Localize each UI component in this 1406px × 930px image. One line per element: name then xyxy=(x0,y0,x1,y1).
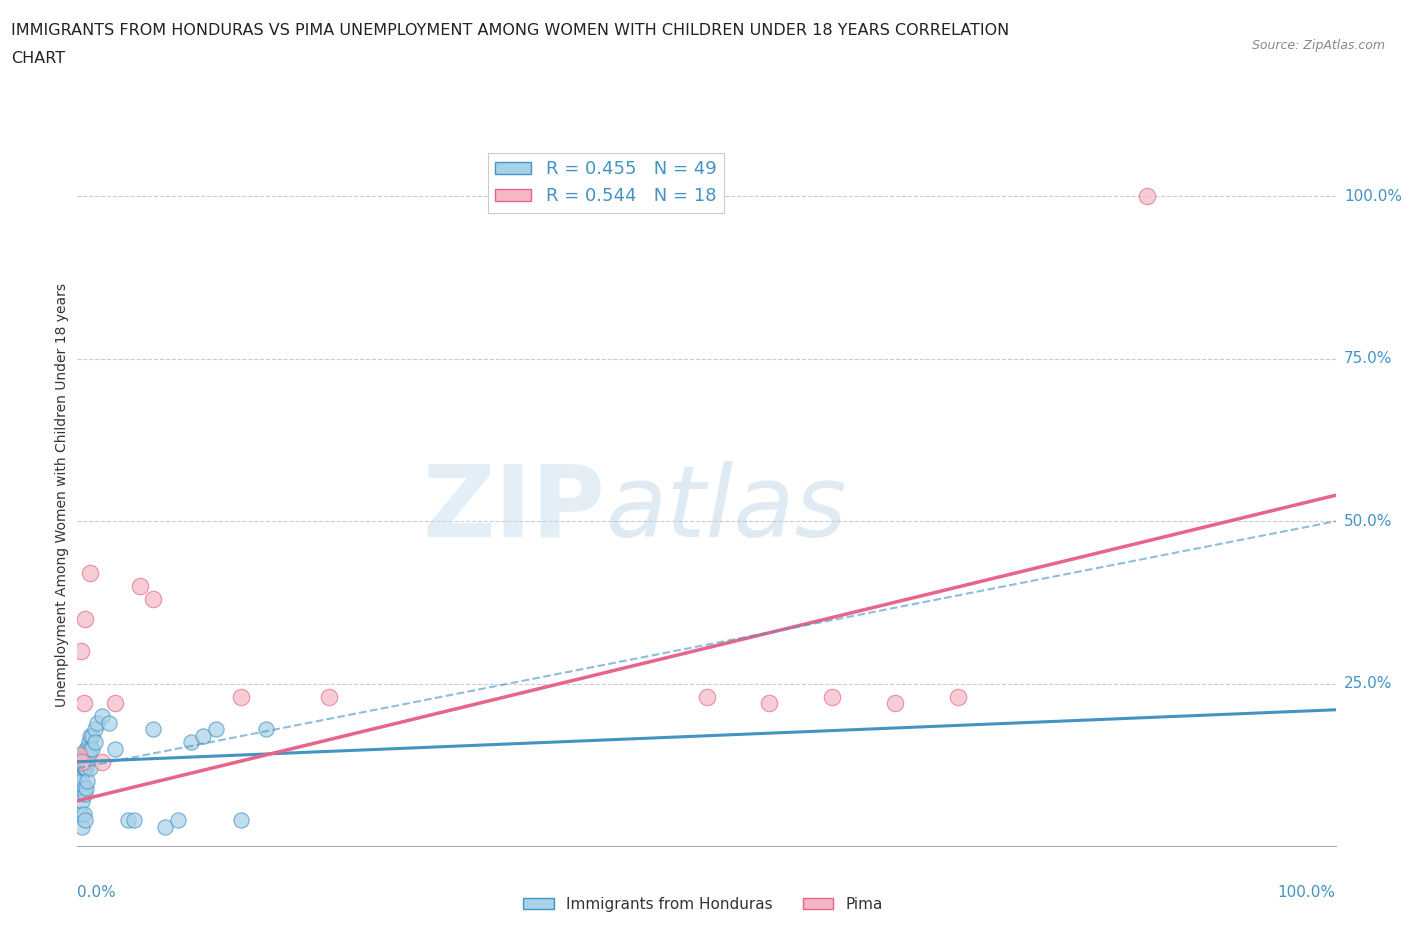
Point xyxy=(122,813,145,828)
Point xyxy=(129,578,152,593)
Point xyxy=(948,689,970,704)
Point xyxy=(67,754,90,769)
Point xyxy=(70,787,93,802)
Point xyxy=(76,754,98,769)
Point xyxy=(884,696,907,711)
Point xyxy=(84,722,107,737)
Text: CHART: CHART xyxy=(11,51,65,66)
Point xyxy=(77,748,100,763)
Point xyxy=(318,689,340,704)
Point xyxy=(91,709,114,724)
Point xyxy=(73,761,96,776)
Point xyxy=(72,754,94,769)
Text: 75.0%: 75.0% xyxy=(1344,352,1392,366)
Legend: Immigrants from Honduras, Pima: Immigrants from Honduras, Pima xyxy=(517,891,889,918)
Point xyxy=(229,813,252,828)
Point xyxy=(73,787,96,802)
Point xyxy=(75,780,97,795)
Point xyxy=(72,754,94,769)
Point xyxy=(82,728,104,743)
Point xyxy=(70,644,93,658)
Point xyxy=(77,735,100,750)
Text: 25.0%: 25.0% xyxy=(1344,676,1392,691)
Text: atlas: atlas xyxy=(606,460,848,558)
Point xyxy=(70,806,93,821)
Point xyxy=(155,819,177,834)
Text: 100.0%: 100.0% xyxy=(1344,189,1402,204)
Text: 0.0%: 0.0% xyxy=(77,885,117,900)
Point xyxy=(72,780,94,795)
Point xyxy=(204,722,226,737)
Point xyxy=(104,741,127,756)
Text: ZIP: ZIP xyxy=(423,460,606,558)
Point xyxy=(86,715,108,730)
Point xyxy=(70,767,93,782)
Point xyxy=(79,728,101,743)
Y-axis label: Unemployment Among Women with Children Under 18 years: Unemployment Among Women with Children U… xyxy=(55,284,69,707)
Point xyxy=(97,715,120,730)
Point xyxy=(821,689,844,704)
Text: IMMIGRANTS FROM HONDURAS VS PIMA UNEMPLOYMENT AMONG WOMEN WITH CHILDREN UNDER 18: IMMIGRANTS FROM HONDURAS VS PIMA UNEMPLO… xyxy=(11,23,1010,38)
Point xyxy=(67,748,90,763)
Point xyxy=(104,696,127,711)
Point xyxy=(191,728,215,743)
Point xyxy=(73,813,96,828)
Point xyxy=(72,696,94,711)
Point xyxy=(73,611,96,626)
Text: 50.0%: 50.0% xyxy=(1344,513,1392,529)
Point xyxy=(142,591,165,606)
Point xyxy=(67,774,90,789)
Point xyxy=(79,761,101,776)
Text: 100.0%: 100.0% xyxy=(1278,885,1336,900)
Point xyxy=(70,748,93,763)
Point xyxy=(72,806,94,821)
Point xyxy=(69,748,91,763)
Point xyxy=(72,761,94,776)
Point xyxy=(91,754,114,769)
Point xyxy=(79,565,101,580)
Point xyxy=(76,741,98,756)
Point xyxy=(72,819,94,834)
Point xyxy=(696,689,718,704)
Point xyxy=(72,774,94,789)
Point xyxy=(82,741,104,756)
Point xyxy=(180,735,202,750)
Point xyxy=(758,696,780,711)
Point xyxy=(142,722,165,737)
Point xyxy=(75,741,97,756)
Point xyxy=(117,813,139,828)
Point xyxy=(73,748,96,763)
Point xyxy=(75,761,97,776)
Point xyxy=(72,793,94,808)
Point xyxy=(72,748,94,763)
Point xyxy=(69,761,91,776)
Point xyxy=(1136,189,1159,204)
Point xyxy=(254,722,277,737)
Point xyxy=(229,689,252,704)
Point xyxy=(84,735,107,750)
Legend: R = 0.455   N = 49, R = 0.544   N = 18: R = 0.455 N = 49, R = 0.544 N = 18 xyxy=(488,153,724,213)
Text: Source: ZipAtlas.com: Source: ZipAtlas.com xyxy=(1251,39,1385,52)
Point xyxy=(79,741,101,756)
Point xyxy=(167,813,190,828)
Point xyxy=(76,774,98,789)
